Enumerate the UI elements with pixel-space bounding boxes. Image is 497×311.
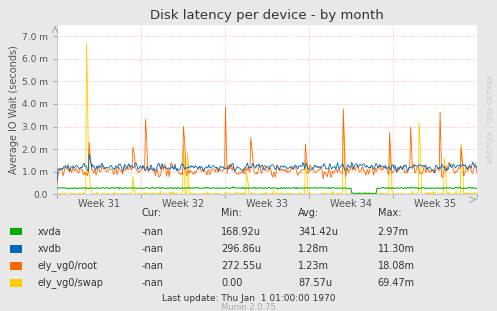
Y-axis label: Average IO Wait (seconds): Average IO Wait (seconds) xyxy=(9,45,19,174)
Text: ely_vg0/root: ely_vg0/root xyxy=(37,260,97,272)
Text: -nan: -nan xyxy=(142,278,164,288)
Text: 69.47m: 69.47m xyxy=(378,278,415,288)
Title: Disk latency per device - by month: Disk latency per device - by month xyxy=(150,9,384,22)
Text: 296.86u: 296.86u xyxy=(221,244,261,254)
Text: 0.00: 0.00 xyxy=(221,278,243,288)
Text: 87.57u: 87.57u xyxy=(298,278,332,288)
Text: 18.08m: 18.08m xyxy=(378,261,414,271)
Text: -nan: -nan xyxy=(142,244,164,254)
Text: 341.42u: 341.42u xyxy=(298,227,338,237)
Text: xvdb: xvdb xyxy=(37,244,61,254)
Text: 1.23m: 1.23m xyxy=(298,261,329,271)
Text: 168.92u: 168.92u xyxy=(221,227,261,237)
Text: -nan: -nan xyxy=(142,227,164,237)
Text: Avg:: Avg: xyxy=(298,208,320,218)
Text: Cur:: Cur: xyxy=(142,208,162,218)
Text: Max:: Max: xyxy=(378,208,401,218)
Text: 1.28m: 1.28m xyxy=(298,244,329,254)
Text: Min:: Min: xyxy=(221,208,242,218)
Text: ely_vg0/swap: ely_vg0/swap xyxy=(37,277,103,289)
Text: xvda: xvda xyxy=(37,227,61,237)
Text: -nan: -nan xyxy=(142,261,164,271)
Text: Last update: Thu Jan  1 01:00:00 1970: Last update: Thu Jan 1 01:00:00 1970 xyxy=(162,294,335,303)
Text: Munin 2.0.75: Munin 2.0.75 xyxy=(221,304,276,311)
Text: RRDTOOL / TOBI OETIKER: RRDTOOL / TOBI OETIKER xyxy=(488,74,494,163)
Text: 11.30m: 11.30m xyxy=(378,244,414,254)
Text: 2.97m: 2.97m xyxy=(378,227,409,237)
Text: 272.55u: 272.55u xyxy=(221,261,261,271)
